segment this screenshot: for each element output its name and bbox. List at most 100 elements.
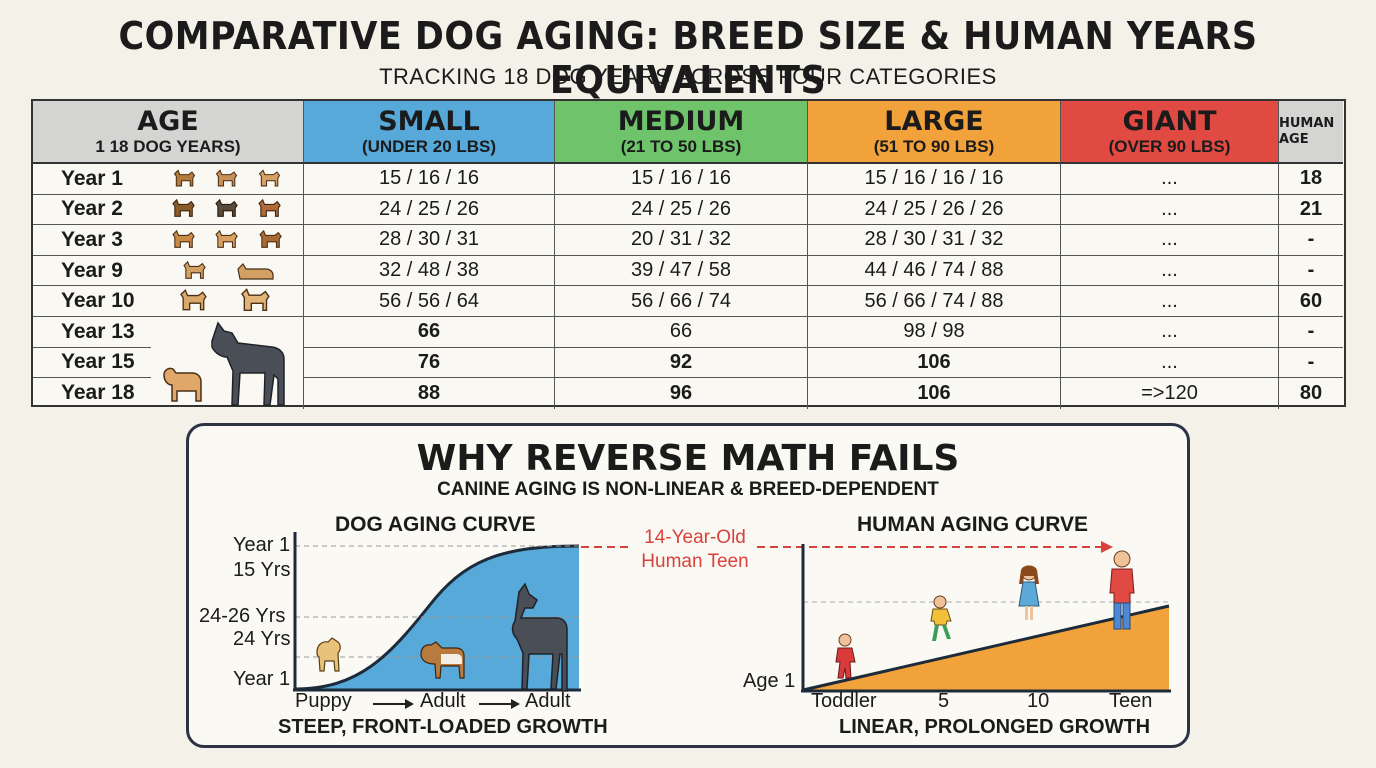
- puppy-icon: [316, 637, 341, 672]
- girl-icon: [1018, 565, 1040, 620]
- cell-small: 15 / 16 / 16: [304, 164, 555, 195]
- arrow-right-icon: [373, 699, 414, 709]
- great-dane-icon: [211, 321, 285, 406]
- dog-icon: [171, 229, 195, 248]
- cell-giant: ...: [1061, 225, 1279, 256]
- human-x-label-toddler: Toddler: [811, 690, 877, 712]
- big-dogs-illustration: [151, 316, 304, 409]
- cell-human: -: [1279, 256, 1343, 287]
- dog-icon: [183, 260, 207, 279]
- cell-medium: 39 / 47 / 58: [555, 255, 808, 287]
- cell-human: 21: [1279, 195, 1343, 226]
- page-subtitle: TRACKING 18 DOG YEARS ACROSS FOUR CATEGO…: [379, 64, 997, 89]
- cell-human: -: [1279, 317, 1343, 348]
- human-x-label-10: 10: [1027, 690, 1050, 712]
- row-dog-icons: [151, 255, 304, 287]
- header-giant-title: GIANT: [1122, 105, 1217, 137]
- dog-icon: [258, 199, 281, 218]
- dog-chart-caption: STEEP, FRONT-LOADED GROWTH: [278, 716, 608, 738]
- dog-x-label-adult-2: Adult: [525, 690, 571, 712]
- great-dane-icon: [511, 582, 568, 692]
- row-dog-icons: [151, 194, 304, 226]
- cell-large: 56 / 66 / 74 / 88: [808, 286, 1061, 317]
- dog-curve-line: [294, 544, 580, 691]
- cell-small: 66: [304, 316, 555, 348]
- dog-x-label-adult-1: Adult: [420, 690, 466, 712]
- human-y-label-age1: Age 1: [743, 670, 796, 692]
- header-age-title: AGE: [137, 105, 199, 137]
- header-medium-title: MEDIUM: [617, 105, 745, 137]
- human-aging-chart: [801, 544, 1171, 693]
- child-icon: [930, 595, 952, 641]
- cell-large: 15 / 16 / 16 / 16: [808, 164, 1061, 195]
- dog-icon: [180, 289, 208, 311]
- cell-human: 18: [1279, 164, 1343, 195]
- cell-large: 24 / 25 / 26 / 26: [808, 194, 1061, 226]
- row-year-label: Year 10: [33, 286, 151, 317]
- arrow-right-icon: [479, 699, 520, 709]
- human-x-label-5: 5: [938, 690, 950, 712]
- dog-icon: [240, 288, 270, 312]
- row-year-label: Year 3: [33, 225, 151, 256]
- dog-icon: [215, 199, 238, 218]
- dog-x-label-puppy: Puppy: [295, 690, 352, 712]
- cell-giant: ...: [1061, 347, 1279, 379]
- cell-small: 56 / 56 / 64: [304, 286, 555, 317]
- cell-giant: =>120: [1061, 378, 1279, 409]
- cell-medium: 92: [555, 347, 808, 379]
- cell-large: 28 / 30 / 31 / 32: [808, 225, 1061, 256]
- panel-subtitle: CANINE AGING IS NON-LINEAR & BREED-DEPEN…: [437, 479, 939, 500]
- cell-large: 98 / 98: [808, 316, 1061, 348]
- header-giant-sub: (OVER 90 LBS): [1108, 136, 1231, 156]
- human-curve-line: [802, 604, 1170, 692]
- page-title: COMPARATIVE DOG AGING: BREED SIZE & HUMA…: [118, 14, 1258, 102]
- header-age-sub: 1 18 DOG YEARS): [95, 136, 241, 156]
- header-human-age: HUMAN AGE: [1279, 101, 1343, 164]
- header-giant: GIANT (OVER 90 LBS): [1061, 101, 1279, 164]
- dashed-arrow: [581, 541, 1113, 553]
- header-age: AGE 1 18 DOG YEARS): [33, 101, 304, 164]
- cell-small: 76: [304, 347, 555, 379]
- cell-large: 106: [808, 347, 1061, 379]
- cell-small: 32 / 48 / 38: [304, 255, 555, 287]
- header-small-sub: (UNDER 20 LBS): [361, 136, 497, 156]
- dog-y-label-year1: Year 1: [233, 534, 291, 556]
- dog-icon: [258, 229, 282, 248]
- dog-y-label-24yrs: 24 Yrs: [233, 628, 291, 650]
- header-large-title: LARGE: [884, 105, 984, 137]
- cell-giant: ...: [1061, 316, 1279, 348]
- cell-small: 88: [304, 378, 555, 409]
- header-large: LARGE (51 TO 90 LBS): [808, 101, 1061, 164]
- arrow-label-line-1: 14-Year-Old: [644, 527, 746, 548]
- cell-medium: 56 / 66 / 74: [555, 286, 808, 317]
- header-small: SMALL (UNDER 20 LBS): [304, 101, 555, 164]
- dog-y-label-year1-bottom: Year 1: [233, 668, 291, 690]
- dog-y-label-15yrs: 15 Yrs: [233, 559, 291, 581]
- cell-giant: ...: [1061, 255, 1279, 287]
- cell-human: -: [1279, 225, 1343, 256]
- row-dog-icons: [151, 286, 304, 317]
- cell-medium: 96: [555, 378, 808, 409]
- arrow-label: 14-Year-Old Human Teen: [635, 526, 755, 574]
- header-human-title: HUMAN AGE: [1279, 115, 1335, 147]
- dog-aging-table: AGE 1 18 DOG YEARS) SMALL (UNDER 20 LBS)…: [31, 99, 1346, 409]
- header-medium: MEDIUM (21 TO 50 LBS): [555, 101, 808, 164]
- cell-human: 80: [1299, 381, 1323, 404]
- header-medium-sub: (21 TO 50 LBS): [620, 136, 742, 156]
- cell-large: 106: [808, 378, 1061, 409]
- human-chart-title: HUMAN AGING CURVE: [857, 513, 1089, 536]
- dog-y-label-24-26yrs: 24-26 Yrs: [199, 605, 286, 627]
- header-small-title: SMALL: [378, 105, 480, 137]
- row-year-label: Year 18: [61, 381, 135, 405]
- dog-icon: [258, 169, 280, 187]
- human-chart-caption: LINEAR, PROLONGED GROWTH: [839, 716, 1151, 738]
- cell-large: 44 / 46 / 74 / 88: [808, 255, 1061, 287]
- row-year-label: Year 13: [33, 317, 151, 348]
- row-year-label: Year 9: [33, 256, 151, 287]
- row-year-label: Year 15: [33, 348, 151, 379]
- teen-icon: [1109, 550, 1135, 630]
- cell-giant: ...: [1061, 194, 1279, 226]
- dog-icon: [215, 229, 238, 248]
- cell-giant: ...: [1061, 286, 1279, 317]
- dog-icon: [163, 367, 202, 402]
